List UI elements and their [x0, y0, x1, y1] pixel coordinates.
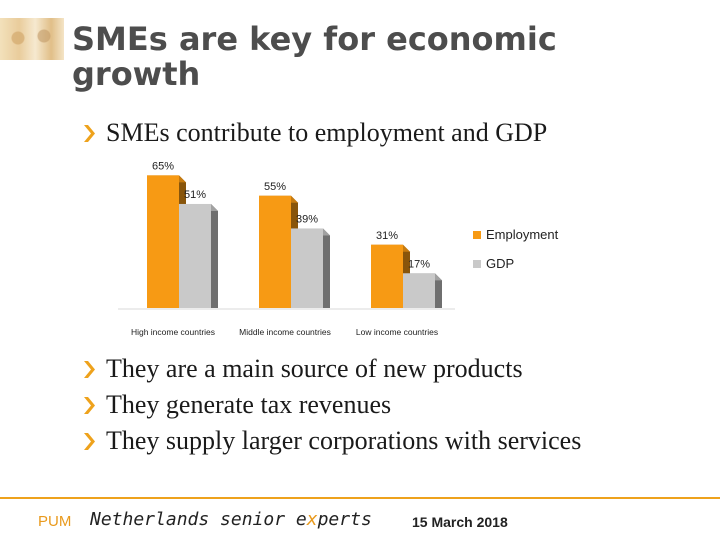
- chevron-right-icon: [84, 433, 95, 450]
- bar-side-employment-1: [179, 175, 186, 308]
- bar-top-employment-3: [371, 244, 410, 252]
- legend-label-gdp: GDP: [486, 256, 514, 271]
- page-title: SMEs are key for economic growth: [72, 22, 557, 92]
- chevron-right-icon: [84, 397, 95, 414]
- footer-divider: [0, 497, 720, 499]
- bar-gdp-1: [179, 203, 211, 308]
- bar-gdp-3: [403, 273, 435, 308]
- x-tick-label: Middle income countries: [239, 327, 331, 337]
- tagline-part-a: Netherlands senior e: [90, 509, 307, 530]
- data-label-gdp-2: 39%: [296, 213, 318, 225]
- legend-swatch-gdp: [473, 260, 481, 268]
- bar-top-employment-2: [259, 195, 298, 203]
- legend-swatch-employment: [473, 231, 481, 239]
- bar-employment-1: [147, 175, 179, 308]
- bar-top-gdp-3: [403, 273, 442, 281]
- bar-employment-3: [371, 244, 403, 308]
- bar-side-employment-2: [291, 195, 298, 308]
- header-photo: [0, 18, 64, 60]
- data-label-employment-3: 31%: [376, 230, 398, 242]
- bar-gdp-2: [291, 228, 323, 308]
- bullet-tax-revenues: They generate tax revenues: [106, 390, 392, 419]
- data-label-employment-2: 55%: [264, 181, 286, 193]
- data-label-gdp-1: 51%: [184, 189, 206, 201]
- data-label-gdp-3: 17%: [408, 258, 430, 270]
- title-line-1: SMEs are key for economic: [72, 20, 557, 58]
- bullet-supply-services: They supply larger corporations with ser…: [106, 426, 582, 455]
- bar-top-employment-1: [147, 175, 186, 183]
- bar-side-gdp-2: [323, 228, 330, 308]
- x-tick-label: High income countries: [131, 327, 215, 337]
- tagline-x: x: [306, 509, 318, 530]
- bar-side-gdp-1: [211, 203, 218, 308]
- bar-side-employment-3: [403, 244, 410, 308]
- bar-top-gdp-1: [179, 203, 218, 211]
- x-tick-label: Low income countries: [356, 327, 438, 337]
- bullet-new-products: They are a main source of new products: [106, 354, 523, 383]
- title-line-2: growth: [72, 55, 201, 93]
- org-logo-text: PUM: [38, 513, 72, 530]
- footer-date: 15 March 2018: [412, 514, 508, 530]
- bar-side-gdp-3: [435, 273, 442, 308]
- bullet-employment-gdp: SMEs contribute to employment and GDP: [106, 118, 548, 147]
- bar-top-gdp-2: [291, 228, 330, 236]
- chevron-right-icon: [84, 125, 95, 142]
- bar-employment-2: [259, 195, 291, 308]
- legend-label-employment: Employment: [486, 227, 559, 242]
- tagline-part-b: perts: [317, 509, 372, 530]
- tagline: Netherlands senior experts: [90, 509, 372, 530]
- chevron-right-icon: [84, 361, 95, 378]
- data-label-employment-1: 65%: [152, 160, 174, 172]
